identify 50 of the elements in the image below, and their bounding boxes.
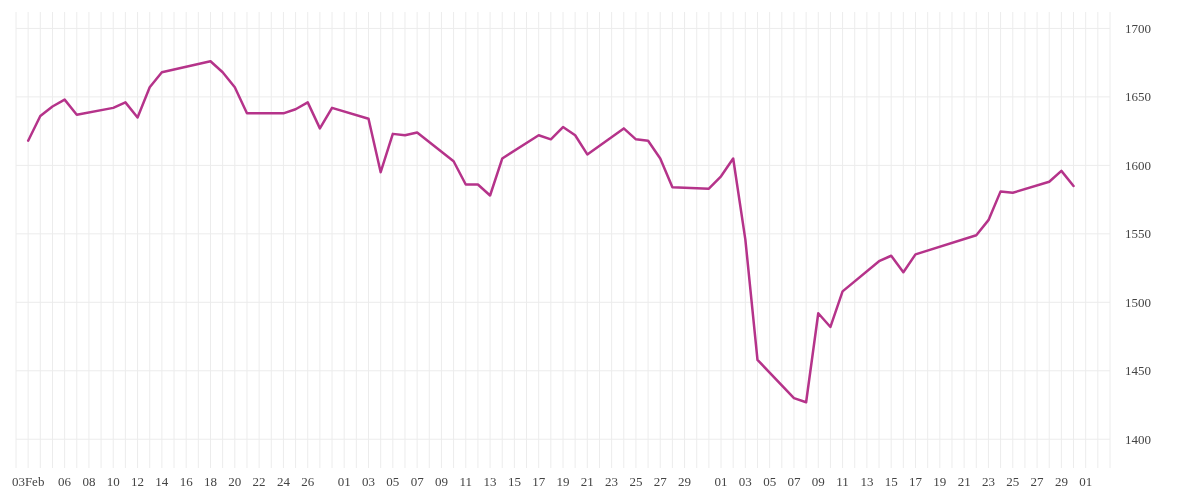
x-tick-label: 11 <box>459 474 473 489</box>
x-tick-label: 24 <box>276 474 291 489</box>
y-tick-label: 1500 <box>1125 294 1151 310</box>
x-tick-label: 29 <box>678 474 692 489</box>
x-tick-label: 23 <box>981 474 995 489</box>
x-tick-label: 16 <box>179 474 194 489</box>
x-tick-label: 17 <box>909 474 923 489</box>
x-tick-label: 08 <box>82 474 96 489</box>
x-tick-label: 13 <box>483 474 497 489</box>
y-tick-label: 1700 <box>1125 20 1151 36</box>
x-tick-label: 05 <box>386 474 400 489</box>
x-tick-label: 03 <box>738 474 752 489</box>
x-tick-label: 10 <box>106 474 120 489</box>
x-tick-label: 03 <box>362 474 376 489</box>
x-tick-label: 18 <box>203 474 217 489</box>
x-tick-label: 09 <box>811 474 825 489</box>
x-tick-label: 27 <box>1030 474 1045 489</box>
x-tick-label: 19 <box>556 474 570 489</box>
x-tick-label: 13 <box>860 474 874 489</box>
x-tick-label: 03Feb <box>11 474 45 489</box>
x-tick-label: 12 <box>131 474 145 489</box>
y-tick-label: 1400 <box>1125 431 1151 447</box>
x-tick-label: 26 <box>301 474 315 489</box>
x-tick-label: 17 <box>532 474 546 489</box>
y-tick-label: 1550 <box>1125 226 1151 242</box>
x-tick-label: 01 <box>714 474 728 489</box>
x-tick-label: 21 <box>957 474 971 489</box>
x-tick-label: 29 <box>1054 474 1068 489</box>
x-tick-label: 01 <box>337 474 351 489</box>
x-tick-label: 15 <box>507 474 521 489</box>
x-tick-label: 01 <box>1079 474 1093 489</box>
x-tick-label: 19 <box>933 474 947 489</box>
x-tick-label: 07 <box>410 474 425 489</box>
x-tick-label: 14 <box>155 474 169 489</box>
x-tick-label: 06 <box>58 474 72 489</box>
y-tick-label: 1650 <box>1125 89 1151 105</box>
y-tick-label: 1450 <box>1125 363 1151 379</box>
y-tick-label: 1600 <box>1125 157 1151 173</box>
x-tick-label: 25 <box>629 474 643 489</box>
x-tick-label: 23 <box>605 474 619 489</box>
x-tick-label: 09 <box>434 474 448 489</box>
x-tick-label: 27 <box>653 474 668 489</box>
x-tick-label: 22 <box>252 474 266 489</box>
x-tick-label: 11 <box>836 474 849 489</box>
x-tick-label: 15 <box>884 474 898 489</box>
x-tick-label: 21 <box>580 474 594 489</box>
x-tick-label: 20 <box>228 474 242 489</box>
x-tick-label: 25 <box>1006 474 1020 489</box>
x-tick-label: 05 <box>763 474 777 489</box>
x-tick-label: 07 <box>787 474 801 489</box>
